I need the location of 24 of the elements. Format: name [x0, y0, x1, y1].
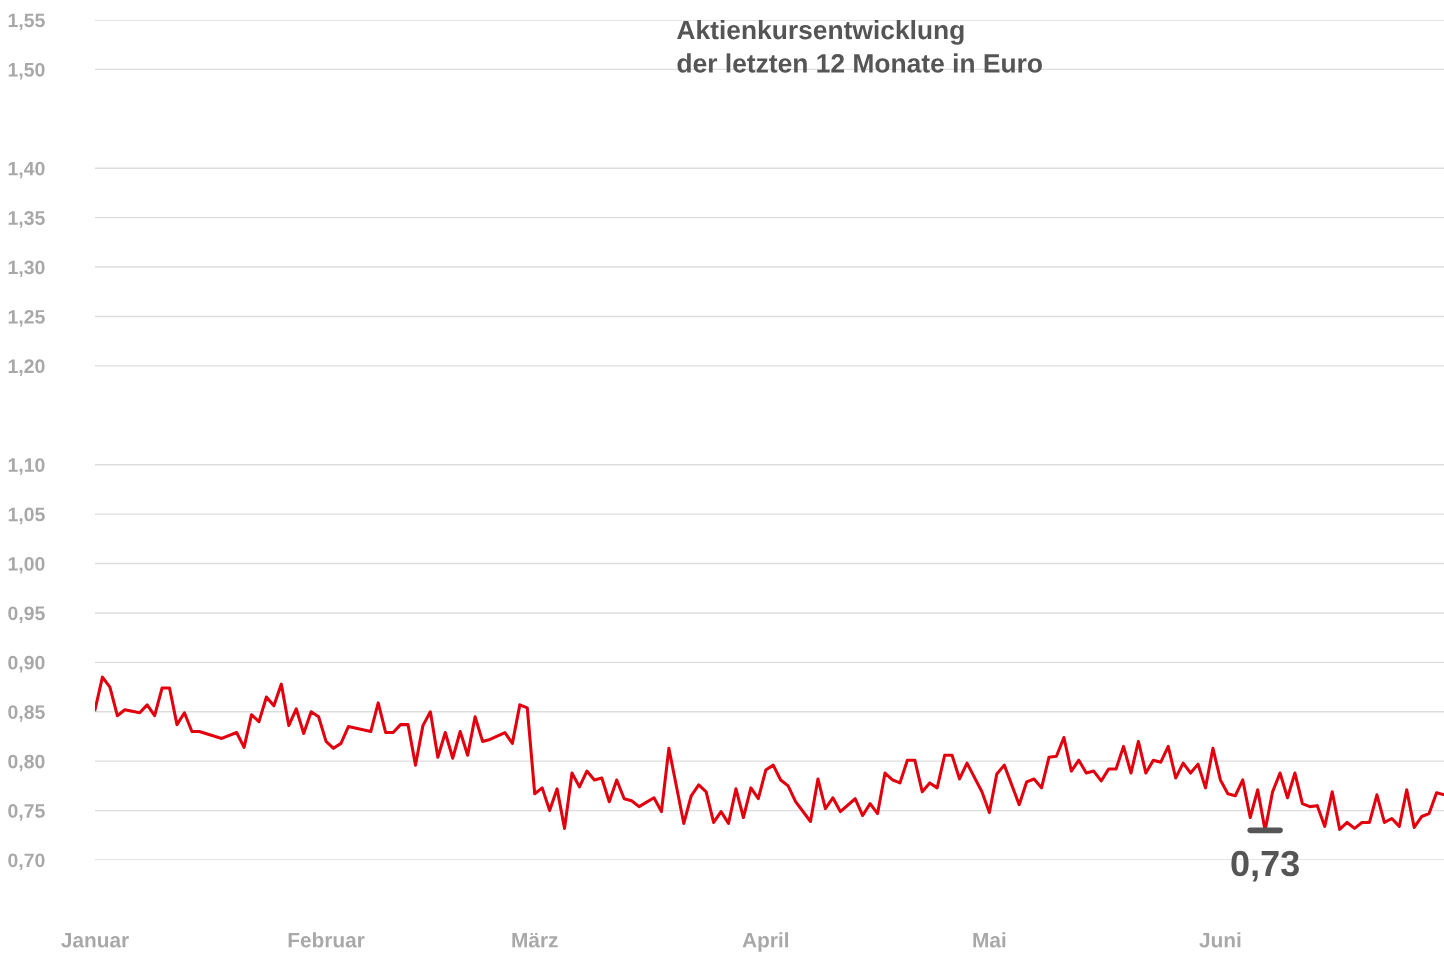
x-tick-label: Mai — [973, 932, 1006, 948]
chart-title: Aktienkursentwicklung der letzten 12 Monate in Euro — [677, 20, 1042, 73]
y-tick-label: 0,70 — [8, 853, 45, 871]
y-tick-label: 1,20 — [8, 359, 45, 376]
x-tick-label: April — [742, 932, 789, 952]
y-tick-label: 0,90 — [8, 655, 45, 673]
y-tick-label: 1,35 — [8, 211, 45, 228]
y-tick-label: 1,30 — [8, 260, 45, 278]
y-tick-label: 0,80 — [8, 754, 45, 772]
y-tick-label: 1,50 — [8, 62, 45, 80]
y-tick-label: 1,25 — [8, 309, 45, 327]
x-tick-label: Juni — [1199, 932, 1241, 948]
y-tick-label: 1,40 — [8, 161, 45, 179]
x-tick-label: Februar — [288, 932, 365, 948]
x-tick-label: Januar — [61, 932, 129, 948]
y-tick-label: 1,05 — [8, 507, 45, 525]
annotation: 0,73 — [1231, 850, 1299, 882]
y-tick-label: 1,00 — [8, 557, 45, 574]
y-tick-label: 0,95 — [8, 606, 45, 623]
y-tick-label: 0,75 — [8, 804, 45, 821]
x-tick-label: März — [512, 932, 558, 948]
y-tick-label: 0,85 — [8, 705, 45, 722]
y-tick-label: 1,55 — [8, 13, 45, 31]
y-tick-label: 1,10 — [8, 458, 45, 475]
